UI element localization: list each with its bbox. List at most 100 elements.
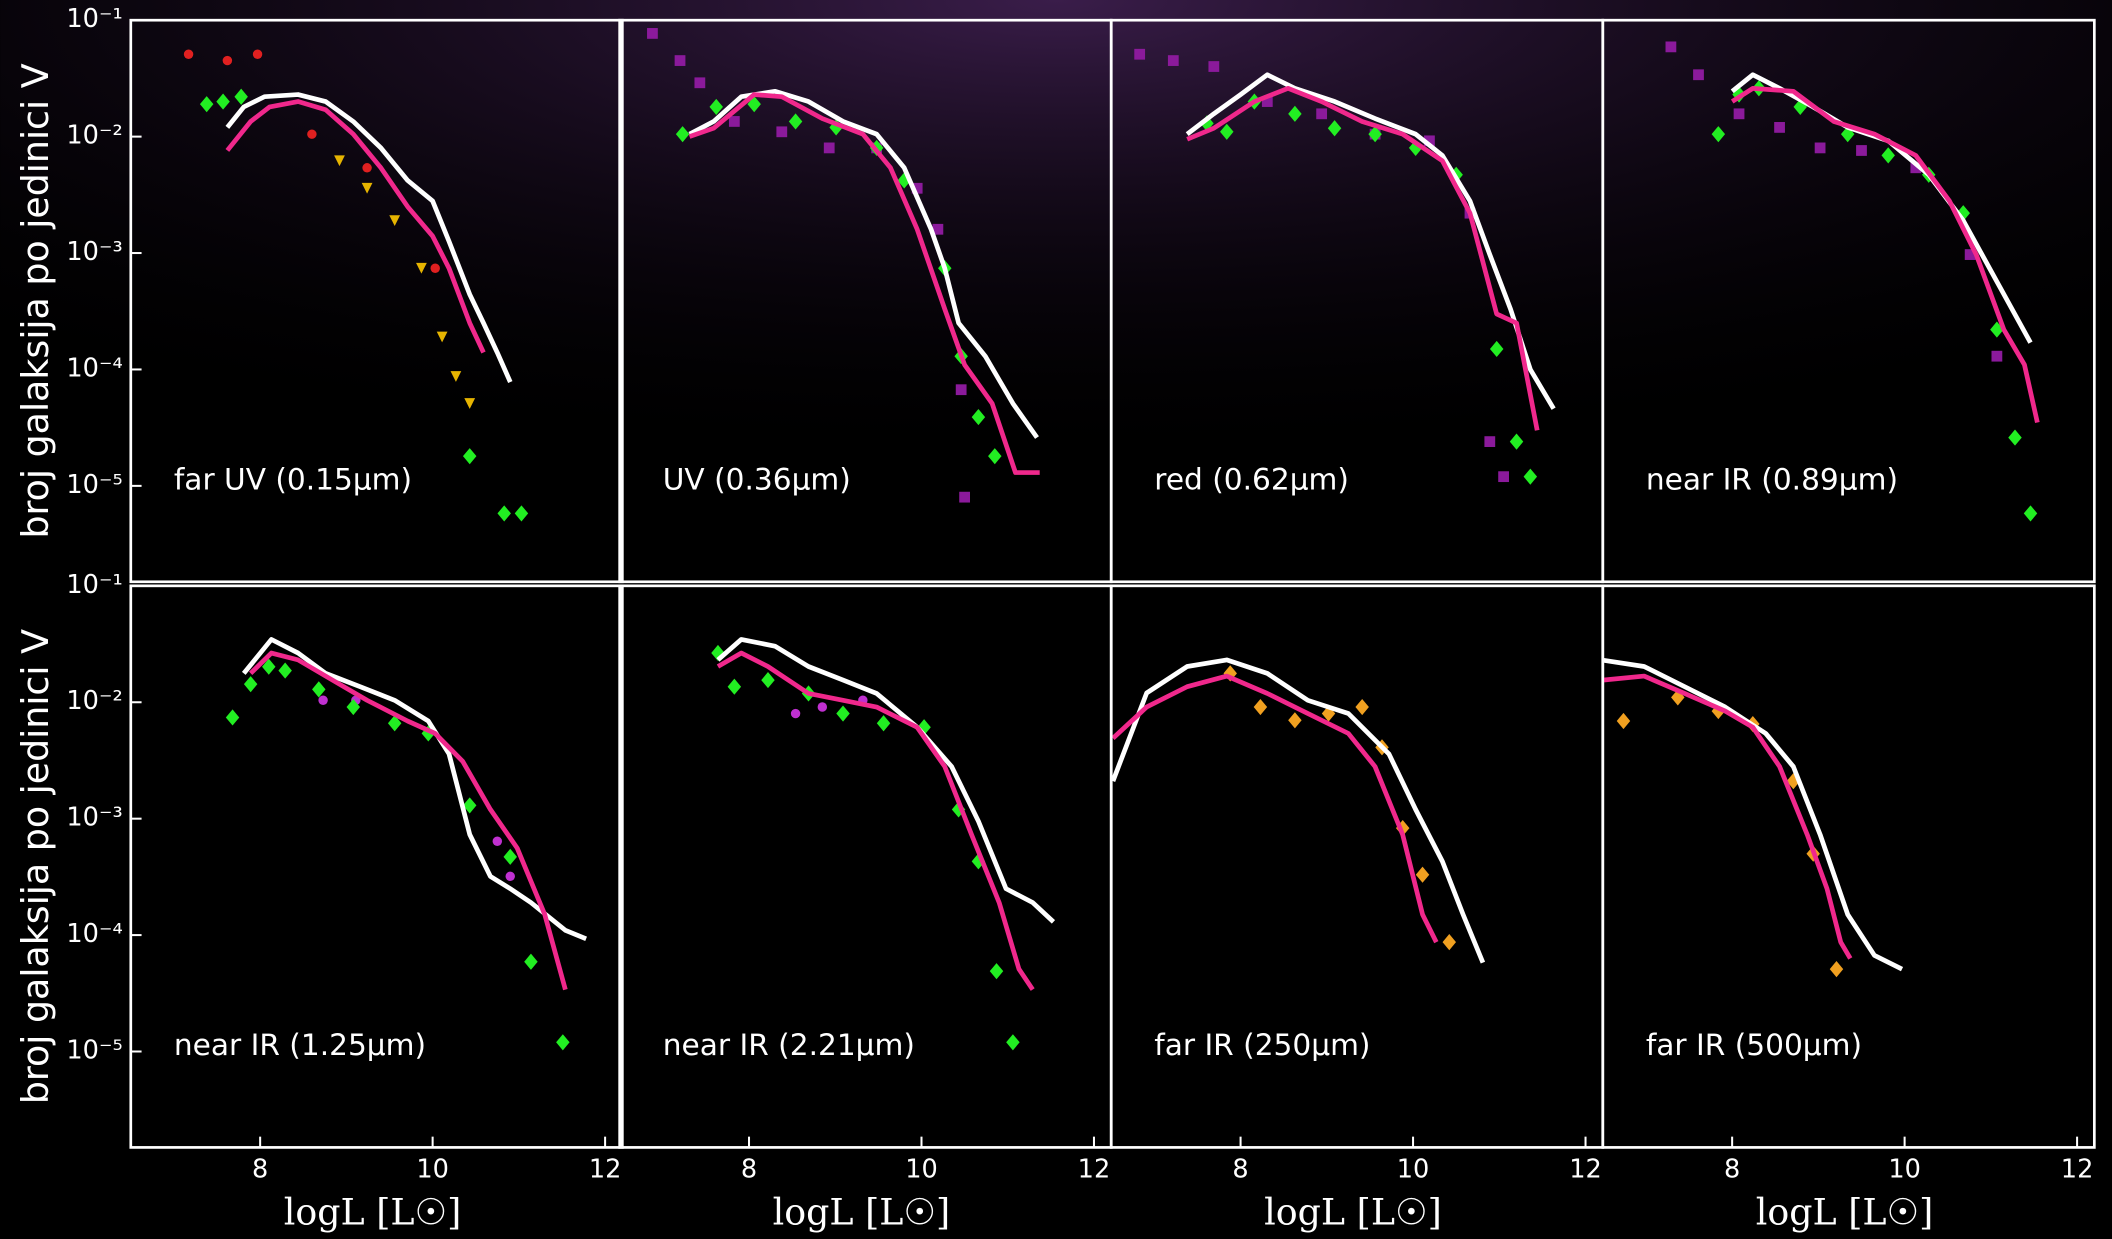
y-tick-label: 10⁻³ [66, 803, 122, 833]
y-tick-label: 10⁻² [66, 121, 122, 151]
data-point [462, 448, 477, 465]
data-point [790, 708, 801, 719]
data-point [503, 848, 517, 865]
data-point [1665, 41, 1677, 53]
model-line [1111, 657, 1486, 964]
y-tick-label: 10⁻⁵ [66, 470, 122, 500]
data-point [1693, 69, 1704, 81]
nebula [0, 0, 2112, 593]
data-point [1316, 108, 1328, 120]
data-point [389, 215, 401, 226]
y-tick-label: 10⁻³ [66, 237, 122, 267]
data-point [262, 658, 276, 675]
data-point [183, 49, 194, 59]
data-point [876, 715, 891, 732]
panel-label: near IR (0.89μm) [1646, 462, 1898, 496]
data-point [1208, 61, 1220, 72]
model-line [688, 88, 1039, 439]
data-point [216, 93, 230, 110]
data-point [234, 88, 248, 105]
data-point [497, 505, 511, 522]
data-point [1910, 162, 1922, 174]
y-axis-label: broj galaksija po jedinici V [14, 629, 57, 1104]
x-tick-label: 12 [1569, 1154, 1602, 1184]
panel-label: far UV (0.15μm) [174, 462, 412, 496]
data-point [430, 263, 440, 273]
data-point [492, 836, 503, 846]
data-point [1509, 433, 1524, 450]
data-point [988, 448, 1002, 465]
model-line [1602, 657, 1904, 972]
panel-label: far IR (250μm) [1154, 1028, 1370, 1062]
y-axis-label: broj galaksija po jedinici V [14, 63, 57, 538]
data-point [505, 871, 515, 881]
x-tick-label: 10 [905, 1154, 938, 1184]
data-point [1288, 712, 1302, 729]
x-tick-label: 12 [589, 1154, 622, 1184]
data-point [436, 331, 448, 343]
y-tick-label: 10⁻¹ [66, 570, 122, 600]
data-point [1288, 105, 1302, 122]
panel-label: red (0.62μm) [1154, 462, 1349, 496]
model-line [1602, 673, 1853, 960]
data-point [222, 55, 233, 66]
data-point [1415, 866, 1430, 883]
data-point [694, 77, 706, 89]
data-point [1424, 135, 1435, 147]
data-point [252, 49, 263, 59]
data-point [462, 797, 477, 814]
x-tick-label: 10 [1397, 1154, 1430, 1184]
y-tick-label: 10⁻⁵ [66, 1036, 122, 1066]
data-point [1711, 126, 1726, 143]
data-point [1523, 468, 1538, 485]
x-axis-label: logL [L☉] [1264, 1190, 1442, 1233]
model-line [225, 92, 513, 384]
data-point [959, 491, 970, 503]
data-point [334, 155, 345, 167]
data-point [346, 698, 361, 716]
data-point [361, 182, 373, 194]
data-point [1134, 48, 1146, 60]
model-line [1111, 673, 1439, 944]
y-tick-label: 10⁻² [66, 686, 122, 716]
panel-label: far IR (500μm) [1646, 1028, 1862, 1062]
data-point [1774, 122, 1785, 133]
model-line [225, 99, 486, 354]
data-point [955, 384, 967, 396]
model-line [716, 637, 1056, 924]
x-tick-label: 8 [252, 1154, 268, 1184]
data-point [1167, 55, 1179, 66]
model-line [688, 92, 1040, 475]
data-point [1484, 436, 1496, 447]
data-point [318, 695, 328, 705]
data-point [1881, 147, 1895, 164]
data-point [817, 702, 828, 712]
model-line [1186, 85, 1540, 431]
data-point [932, 223, 944, 235]
panel-frame [129, 18, 624, 584]
data-point [647, 28, 658, 39]
panel-label: near IR (2.21μm) [663, 1028, 915, 1062]
x-axis-label: logL [L☉] [284, 1190, 462, 1233]
panel-frame [1601, 18, 2096, 584]
data-point [911, 182, 923, 194]
data-point [225, 709, 240, 726]
model-line [1185, 72, 1556, 410]
x-tick-label: 8 [1724, 1154, 1740, 1184]
data-point [971, 408, 986, 426]
data-point [1856, 145, 1867, 156]
data-point [362, 163, 372, 173]
data-point [836, 705, 850, 722]
data-point [524, 953, 538, 970]
data-point [1368, 126, 1382, 143]
data-point [776, 126, 788, 138]
data-point [243, 676, 258, 693]
data-point [278, 662, 292, 679]
data-point [1814, 142, 1826, 154]
model-line [248, 650, 568, 991]
x-tick-label: 12 [1078, 1154, 1111, 1184]
x-tick-label: 12 [2061, 1154, 2094, 1184]
data-point [416, 262, 427, 274]
